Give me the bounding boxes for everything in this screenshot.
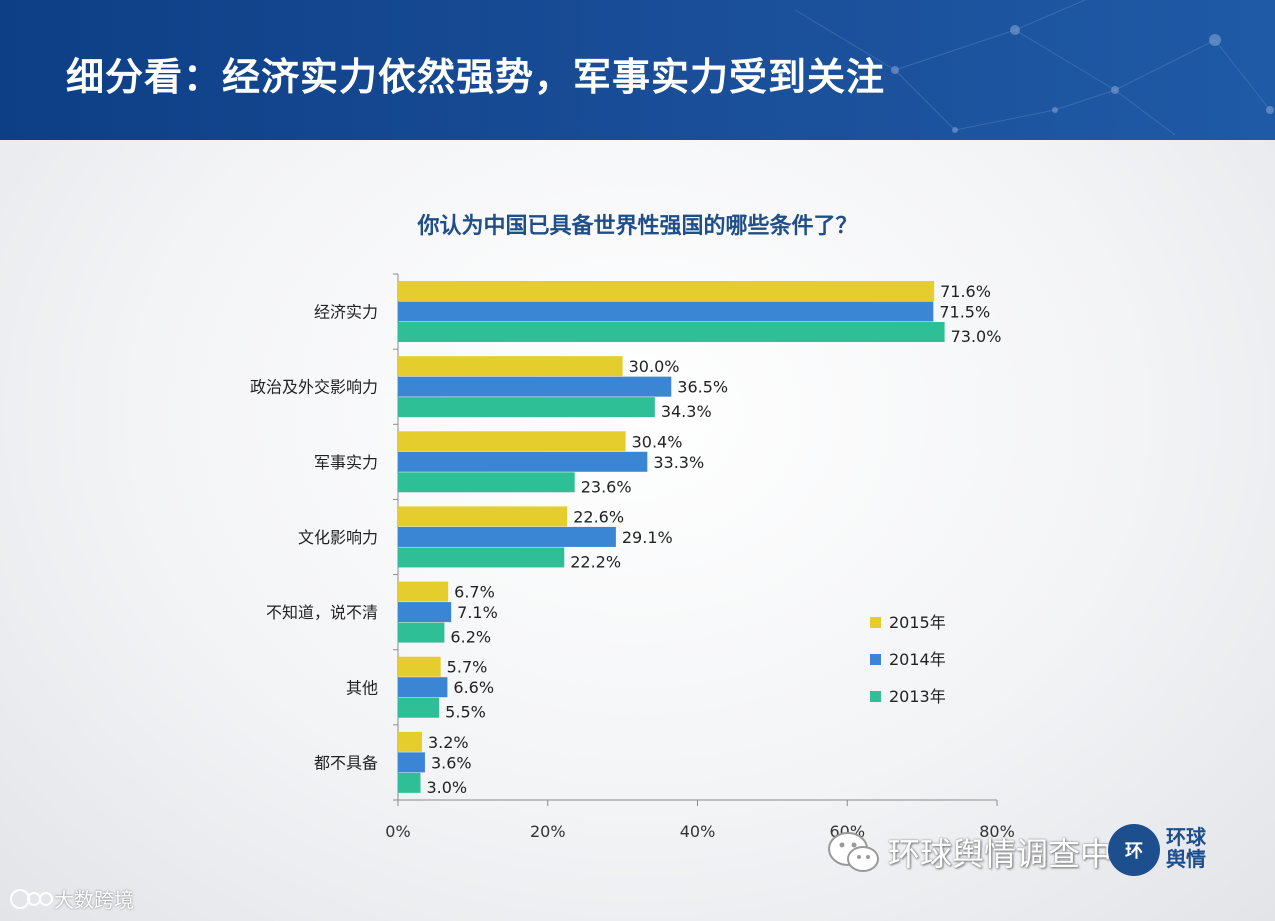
data-label: 23.6% xyxy=(581,477,632,496)
legend-swatch xyxy=(870,691,881,702)
bar xyxy=(398,301,934,322)
bar xyxy=(398,731,422,752)
bar xyxy=(398,656,441,677)
category-label: 不知道，说不清 xyxy=(266,603,378,622)
logo-badge-icon: 环 xyxy=(1108,824,1160,876)
data-label: 71.5% xyxy=(939,303,990,322)
bar xyxy=(398,622,445,643)
data-label: 6.6% xyxy=(453,678,494,697)
data-label: 22.2% xyxy=(570,552,621,571)
data-label: 33.3% xyxy=(653,453,704,472)
brand-watermark: 大数跨境 xyxy=(8,884,134,913)
data-label: 6.7% xyxy=(454,583,495,602)
brand-name: 大数跨境 xyxy=(54,888,134,912)
bar xyxy=(398,752,425,773)
bar xyxy=(398,376,672,397)
bar xyxy=(398,356,623,377)
wechat-watermark: 环球舆情调查中心 xyxy=(826,822,1144,882)
data-label: 3.6% xyxy=(431,753,472,772)
chart-title: 你认为中国已具备世界性强国的哪些条件了？ xyxy=(417,214,858,239)
category-label: 都不具备 xyxy=(314,753,378,772)
bar xyxy=(398,547,565,568)
x-tick-label: 20% xyxy=(530,822,566,841)
bar xyxy=(398,602,452,623)
bar xyxy=(398,397,655,418)
category-label: 其他 xyxy=(346,678,378,697)
data-label: 34.3% xyxy=(661,402,712,421)
legend-label: 2014年 xyxy=(889,650,946,669)
logo-text: 环球舆情 xyxy=(1166,825,1206,871)
x-tick-label: 40% xyxy=(680,822,716,841)
data-label: 36.5% xyxy=(677,378,728,397)
bar xyxy=(398,451,648,472)
data-label: 6.2% xyxy=(450,628,491,647)
data-label: 30.0% xyxy=(629,357,680,376)
header-banner: 细分看：经济实力依然强势，军事实力受到关注 xyxy=(0,0,1275,140)
x-tick-label: 80% xyxy=(979,822,1015,841)
data-label: 5.5% xyxy=(445,703,486,722)
bar xyxy=(398,526,616,547)
wechat-icon xyxy=(828,832,879,872)
bar xyxy=(398,772,421,793)
legend-label: 2015年 xyxy=(889,613,946,632)
x-tick-label: 0% xyxy=(385,822,410,841)
bar xyxy=(398,472,575,493)
data-label: 7.1% xyxy=(457,603,498,622)
wechat-account-name: 环球舆情调查中心 xyxy=(888,835,1145,873)
data-label: 22.6% xyxy=(573,507,624,526)
legend-swatch xyxy=(870,617,881,628)
legend-swatch xyxy=(870,654,881,665)
bar xyxy=(398,431,626,452)
data-label: 71.6% xyxy=(940,282,991,301)
category-label: 文化影响力 xyxy=(298,528,378,547)
data-label: 73.0% xyxy=(951,327,1002,346)
data-label: 3.0% xyxy=(426,778,467,797)
brand-logo-icon xyxy=(10,888,53,909)
data-label: 5.7% xyxy=(447,658,488,677)
data-label: 3.2% xyxy=(428,733,469,752)
category-label: 军事实力 xyxy=(314,453,378,472)
bar xyxy=(398,322,945,342)
bar xyxy=(398,581,449,602)
category-label: 政治及外交影响力 xyxy=(250,378,378,397)
bar xyxy=(398,677,448,698)
page-title: 细分看：经济实力依然强势，军事实力受到关注 xyxy=(66,55,886,99)
legend-label: 2013年 xyxy=(889,687,946,706)
category-label: 经济实力 xyxy=(314,303,378,322)
bar xyxy=(398,506,568,527)
network-decoration xyxy=(794,0,1274,136)
data-label: 29.1% xyxy=(622,528,673,547)
bar xyxy=(398,281,935,301)
bar xyxy=(398,697,440,718)
data-label: 30.4% xyxy=(632,432,683,451)
